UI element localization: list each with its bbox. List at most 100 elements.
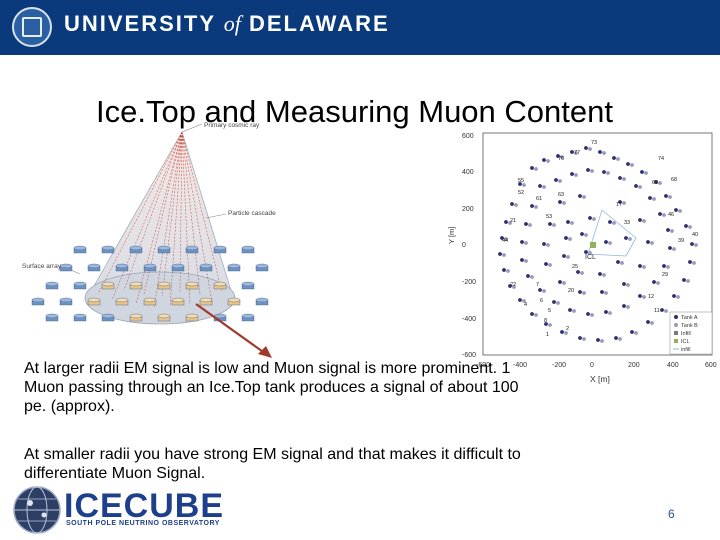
surface-tank-top — [199, 263, 213, 269]
tank-b-marker — [580, 271, 584, 275]
tank-b-marker — [534, 205, 538, 209]
station-label: 8 — [544, 318, 547, 324]
station-label: 5 — [548, 308, 551, 314]
station-label: 61 — [536, 196, 542, 202]
shower-ray — [123, 131, 183, 291]
tank-b-marker — [556, 301, 560, 305]
tank-b-marker — [574, 173, 578, 177]
tank-a-marker — [588, 216, 592, 220]
tank-a-marker — [558, 280, 562, 284]
y-tick-label: 0 — [462, 242, 466, 249]
tank-a-marker — [688, 260, 692, 264]
tank-a-marker — [530, 312, 534, 316]
tank-a-marker — [602, 170, 606, 174]
tank-b-marker — [672, 247, 676, 251]
university-name: UNIVERSITY of DELAWARE — [64, 11, 390, 37]
seal-emblem — [22, 17, 42, 37]
tank-a-marker — [690, 242, 694, 246]
x-tick-labels: -600 -400 -200 0 200 400 600 — [476, 362, 717, 369]
tank-b-marker — [616, 157, 620, 161]
tank-b-marker — [522, 183, 526, 187]
tank-b-marker — [626, 305, 630, 309]
tank-b-marker — [506, 269, 510, 273]
tank-b-marker — [606, 171, 610, 175]
tank-a-marker — [604, 240, 608, 244]
shower-ray — [181, 131, 201, 295]
y-tick-label: 200 — [462, 206, 474, 213]
tank-b-marker — [652, 197, 656, 201]
station-label: 6 — [540, 298, 543, 304]
air-shower-illustration: Primary cosmic ray Particle cascade Surf… — [22, 122, 276, 358]
station-label: 33 — [624, 220, 630, 226]
y-tick-label: -400 — [462, 316, 476, 323]
tank-a-marker — [530, 166, 534, 170]
tank-b-marker — [572, 309, 576, 313]
tank-b-marker — [626, 283, 630, 287]
x-tick-label: -200 — [552, 362, 566, 369]
y-tick-label: 400 — [462, 169, 474, 176]
tank-a-marker — [608, 220, 612, 224]
tank-a-marker — [630, 330, 634, 334]
university-name-main: UNIVERSITY — [64, 11, 216, 36]
tank-b-marker — [504, 237, 508, 241]
tank-b-marker — [630, 163, 634, 167]
tank-a-marker — [638, 294, 642, 298]
tank-a-marker — [566, 220, 570, 224]
tank-a-marker — [524, 222, 528, 226]
shower-ray — [161, 131, 183, 297]
y-tick-label: -600 — [462, 352, 476, 359]
legend-infill-line: infill — [681, 347, 690, 353]
tank-b-marker — [566, 255, 570, 259]
tank-a-marker — [556, 154, 560, 158]
tank-a-marker — [660, 308, 664, 312]
tank-a-marker — [498, 252, 502, 256]
shower-ray — [111, 131, 183, 301]
station-label: 25 — [572, 264, 578, 270]
slide-number: 6 — [668, 507, 675, 521]
tank-a-marker — [526, 274, 530, 278]
tank-a-marker — [578, 194, 582, 198]
slide-title: Ice.Top and Measuring Muon Content — [96, 94, 613, 129]
icecube-logo-subtitle: SOUTH POLE NEUTRINO OBSERVATORY — [66, 520, 220, 527]
station-label: 4 — [524, 302, 527, 308]
tank-b-marker — [542, 289, 546, 293]
tank-b-marker — [602, 151, 606, 155]
tank-b-marker — [582, 195, 586, 199]
tank-a-marker — [584, 250, 588, 254]
surface-tank-top — [199, 297, 213, 303]
station-label: 52 — [518, 190, 524, 196]
tank-b-marker — [622, 201, 626, 205]
station-label: 74 — [658, 156, 664, 162]
tank-a-marker — [622, 304, 626, 308]
station-label: 77 — [574, 150, 580, 156]
tank-b-marker — [642, 295, 646, 299]
icl-marker — [590, 242, 596, 248]
station-label: 17 — [616, 202, 622, 208]
tank-b-marker — [582, 291, 586, 295]
surface-tank-top — [59, 263, 73, 269]
tank-b-marker — [530, 275, 534, 279]
tank-b-marker — [634, 331, 638, 335]
tank-a-marker — [520, 240, 524, 244]
tank-a-marker — [596, 338, 600, 342]
tank-a-marker — [554, 178, 558, 182]
icl-label: ICL — [585, 254, 596, 261]
tank-b-marker — [534, 167, 538, 171]
surface-tank-top — [129, 245, 143, 251]
station-label: 29 — [662, 272, 668, 278]
station-label: 11 — [654, 308, 660, 314]
university-name-of: of — [223, 11, 241, 36]
station-markers — [498, 146, 698, 343]
direction-arrow — [195, 303, 267, 355]
surface-pointer-line — [63, 266, 81, 275]
surface-tank-top — [73, 313, 87, 319]
tank-a-marker — [518, 298, 522, 302]
tank-a-marker — [542, 158, 546, 162]
station-label: 21 — [510, 218, 516, 224]
tank-b-marker — [622, 177, 626, 181]
tank-a-marker — [548, 222, 552, 226]
tank-b-marker — [548, 323, 552, 327]
surface-tank-top — [171, 263, 185, 269]
tank-a-marker — [662, 264, 666, 268]
tank-b-marker — [574, 151, 578, 155]
